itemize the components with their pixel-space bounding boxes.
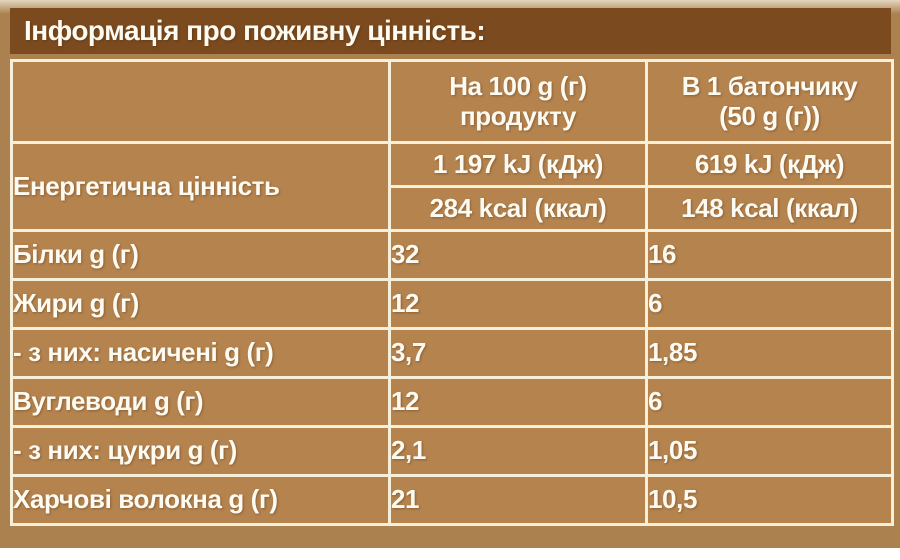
row-perbar-value: 1,05: [645, 425, 894, 477]
energy-label-cell: Енергетична цінність: [10, 141, 391, 232]
header-per100-line1: На 100 g (г): [449, 70, 587, 101]
header-perbar-line2: (50 g (г)): [719, 100, 820, 131]
energy-kj-row: Енергетична цінність 1 197 kJ (кДж) 619 …: [10, 141, 894, 232]
energy-kcal-row: 284 kcal (ккал) 148 kcal (ккал): [12, 185, 894, 232]
table-row-sugars: - з них: цукри g (г) 2,1 1,05: [10, 425, 894, 477]
row-label: Жири g (г): [10, 278, 391, 330]
header-perbar-line1: В 1 батончику: [681, 70, 858, 101]
nutrition-table: На 100 g (г) продукту В 1 батончику (50 …: [10, 59, 894, 526]
row-label: Вуглеводи g (г): [10, 376, 391, 428]
row-per100-value: 32: [388, 229, 648, 281]
energy-kj-perbar-cell: 619 kJ (кДж): [645, 141, 894, 188]
table-row-saturated-fat: - з них: насичені g (г) 3,7 1,85: [10, 327, 894, 379]
page-title: Інформація про поживну цінність:: [24, 15, 486, 46]
table-row-protein: Білки g (г) 32 16: [10, 229, 894, 281]
header-empty-cell: [10, 59, 391, 144]
row-per100-value: 12: [388, 278, 648, 330]
table-row-fiber: Харчові волокна g (г) 21 10,5: [10, 474, 894, 526]
nutrition-label: Інформація про поживну цінність: На 100 …: [0, 0, 900, 548]
row-perbar-value: 16: [645, 229, 894, 281]
header-per100-line2: продукту: [459, 100, 577, 131]
row-perbar-value: 6: [645, 376, 894, 428]
table-header-row: На 100 g (г) продукту В 1 батончику (50 …: [10, 59, 894, 144]
header-per100-cell: На 100 g (г) продукту: [388, 59, 648, 144]
energy-kcal-perbar-cell: 148 kcal (ккал): [645, 185, 894, 232]
row-per100-value: 21: [388, 474, 648, 526]
row-perbar-value: 6: [645, 278, 894, 330]
row-perbar-value: 1,85: [645, 327, 894, 379]
row-perbar-value: 10,5: [645, 474, 894, 526]
table-row-fat: Жири g (г) 12 6: [10, 278, 894, 330]
row-label: Білки g (г): [10, 229, 391, 281]
table-row-carbohydrates: Вуглеводи g (г) 12 6: [10, 376, 894, 428]
row-per100-value: 3,7: [388, 327, 648, 379]
row-label: - з них: насичені g (г): [10, 327, 391, 379]
row-label: - з них: цукри g (г): [10, 425, 391, 477]
title-band: Інформація про поживну цінність:: [10, 8, 891, 54]
row-per100-value: 12: [388, 376, 648, 428]
energy-kj-per100-cell: 1 197 kJ (кДж): [388, 141, 648, 188]
header-perbar-cell: В 1 батончику (50 g (г)): [645, 59, 894, 144]
row-label: Харчові волокна g (г): [10, 474, 391, 526]
row-per100-value: 2,1: [388, 425, 648, 477]
energy-kcal-per100-cell: 284 kcal (ккал): [388, 185, 648, 232]
